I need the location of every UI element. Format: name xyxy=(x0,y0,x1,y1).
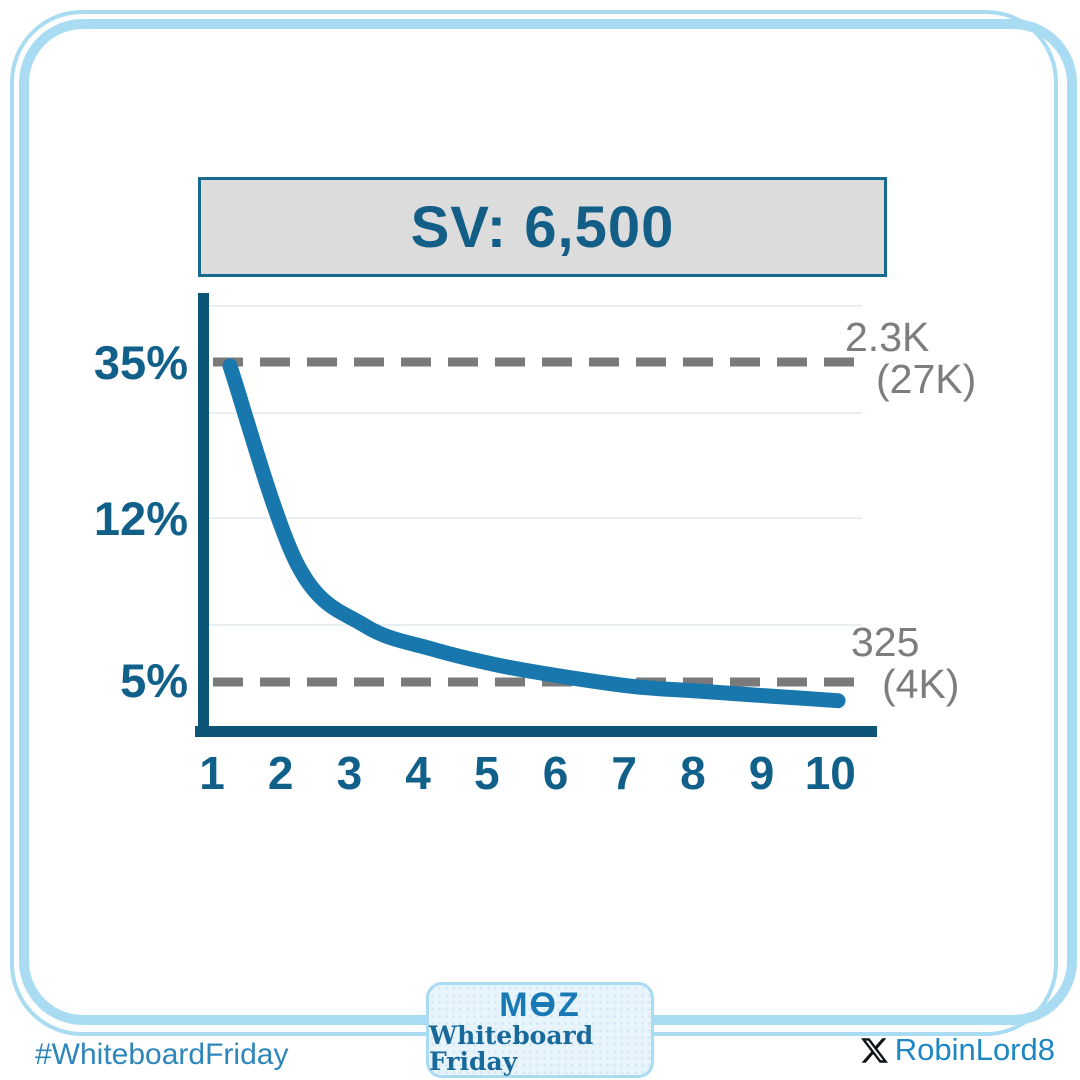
x-logo-icon xyxy=(860,1037,888,1063)
annotation-top: 2.3K (27K) xyxy=(845,316,976,400)
x-tick-label: 8 xyxy=(680,747,706,799)
annotation-bottom: 325 (4K) xyxy=(851,621,959,705)
annotation-value: 2.3K xyxy=(845,314,930,360)
title-box: SV: 6,500 xyxy=(198,177,887,277)
moz-logo-letter: M xyxy=(499,985,530,1024)
moz-logo-letter: Z xyxy=(558,985,581,1024)
x-tick-label: 6 xyxy=(542,747,569,799)
x-axis-labels: 1 2 3 4 5 6 7 8 9 10 xyxy=(0,750,1080,800)
x-tick-label: 3 xyxy=(336,747,363,799)
annotation-value: 325 xyxy=(851,619,920,665)
hashtag-text: #WhiteboardFriday xyxy=(35,1038,289,1071)
moz-logo: M O Z xyxy=(499,988,581,1022)
x-tick-label: 7 xyxy=(611,747,637,799)
ctr-curve xyxy=(222,358,846,709)
y-tick-label: 35% xyxy=(93,336,188,389)
whiteboard-friday-wordmark: Whiteboard Friday xyxy=(429,1020,594,1076)
x-tick-label: 4 xyxy=(405,747,431,799)
title-text: SV: 6,500 xyxy=(410,194,675,260)
handle-text: RobinLord8 xyxy=(894,1032,1055,1067)
y-tick-label: 12% xyxy=(93,492,188,545)
moz-logo-letter-o: O xyxy=(529,985,558,1024)
x-tick-label: 1 xyxy=(199,747,225,799)
annotation-secondary-value: (4K) xyxy=(882,661,960,707)
x-tick-label: 2 xyxy=(267,747,294,799)
x-tick-label: 5 xyxy=(474,747,500,799)
annotation-secondary-value: (27K) xyxy=(876,356,977,402)
y-tick-label: 5% xyxy=(120,654,188,707)
x-axis-line xyxy=(195,726,877,737)
x-tick-label: 10 xyxy=(804,747,856,799)
author-handle: RobinLord8 xyxy=(860,1032,1055,1068)
moz-badge: M O Z Whiteboard Friday xyxy=(426,982,654,1078)
x-tick-label: 9 xyxy=(748,747,775,799)
y-axis-line xyxy=(198,293,209,737)
